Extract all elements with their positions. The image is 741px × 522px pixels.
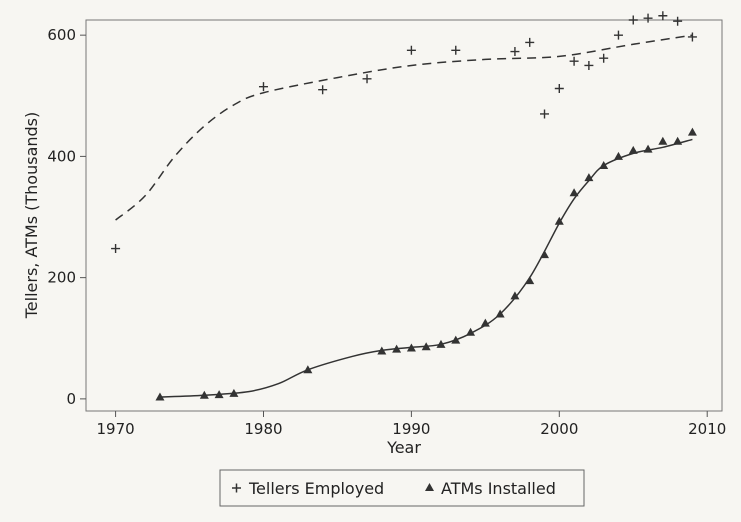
- teller-point: [613, 30, 623, 40]
- y-axis-title: Tellers, ATMs (Thousands): [22, 112, 41, 320]
- y-tick-label: 400: [47, 147, 76, 165]
- atm-point: [199, 390, 209, 399]
- atm-point: [421, 342, 431, 351]
- legend-label-tellers: Tellers Employed: [248, 479, 384, 498]
- x-axis-title: Year: [386, 438, 421, 457]
- atm-point: [229, 388, 239, 397]
- x-tick-label: 1990: [392, 420, 430, 438]
- atm-point: [613, 151, 623, 160]
- teller-point: [540, 109, 550, 119]
- y-tick-label: 0: [66, 390, 76, 408]
- teller-point: [687, 32, 697, 42]
- teller-point: [628, 15, 638, 25]
- triangle-marker-icon: [425, 483, 434, 491]
- plot-border: [85, 19, 723, 412]
- plot-area: [85, 19, 723, 412]
- atm-point: [214, 390, 224, 399]
- atm-point: [628, 145, 638, 154]
- atm-point: [643, 144, 653, 153]
- teller-point: [584, 60, 594, 70]
- teller-point: [111, 244, 121, 254]
- teller-point: [569, 56, 579, 66]
- legend-label-atms: ATMs Installed: [441, 479, 556, 498]
- x-tick-label: 2010: [688, 420, 726, 438]
- atm-point: [436, 339, 446, 348]
- atm-point: [540, 250, 550, 259]
- atm-point: [480, 318, 490, 327]
- x-tick-label: 1970: [96, 420, 134, 438]
- teller-point: [318, 85, 328, 95]
- atm-point: [525, 276, 535, 285]
- atm-point: [406, 343, 416, 352]
- x-tick-label: 1980: [244, 420, 282, 438]
- atm-point: [303, 365, 313, 374]
- atm-point: [377, 346, 387, 355]
- legend-item-atms: ATMs Installed: [425, 479, 556, 498]
- atm-point: [569, 188, 579, 197]
- atm-point: [510, 291, 520, 300]
- atm-point: [673, 136, 683, 145]
- atm-point: [451, 335, 461, 344]
- data-points: [111, 11, 697, 401]
- teller-point: [362, 74, 372, 84]
- legend-box: [219, 469, 585, 507]
- teller-point: [451, 45, 461, 55]
- atm-point: [584, 173, 594, 182]
- teller-point: [554, 84, 564, 94]
- atm-point: [466, 327, 476, 336]
- y-tick-label: 200: [47, 269, 76, 287]
- teller-point: [525, 37, 535, 47]
- plus-marker-icon: [232, 483, 241, 493]
- atm-point: [554, 216, 564, 225]
- teller-point: [510, 47, 520, 57]
- atm-point: [392, 344, 402, 353]
- x-tick-label: 2000: [540, 420, 578, 438]
- legend: Tellers Employed ATMs Installed: [219, 469, 585, 507]
- teller-point: [673, 16, 683, 26]
- axes: 1970 1980 1990 2000 2010 0 200 400 600: [47, 26, 726, 438]
- teller-point: [643, 13, 653, 23]
- teller-point: [658, 11, 668, 21]
- atm-point: [599, 160, 609, 169]
- teller-point: [258, 82, 268, 92]
- atm-point: [687, 127, 697, 136]
- atm-point: [658, 136, 668, 145]
- y-tick-label: 600: [47, 26, 76, 44]
- teller-point: [599, 53, 609, 63]
- atm-point: [495, 309, 505, 318]
- atm-point: [155, 392, 165, 401]
- legend-item-tellers: Tellers Employed: [232, 479, 384, 498]
- teller-point: [406, 45, 416, 55]
